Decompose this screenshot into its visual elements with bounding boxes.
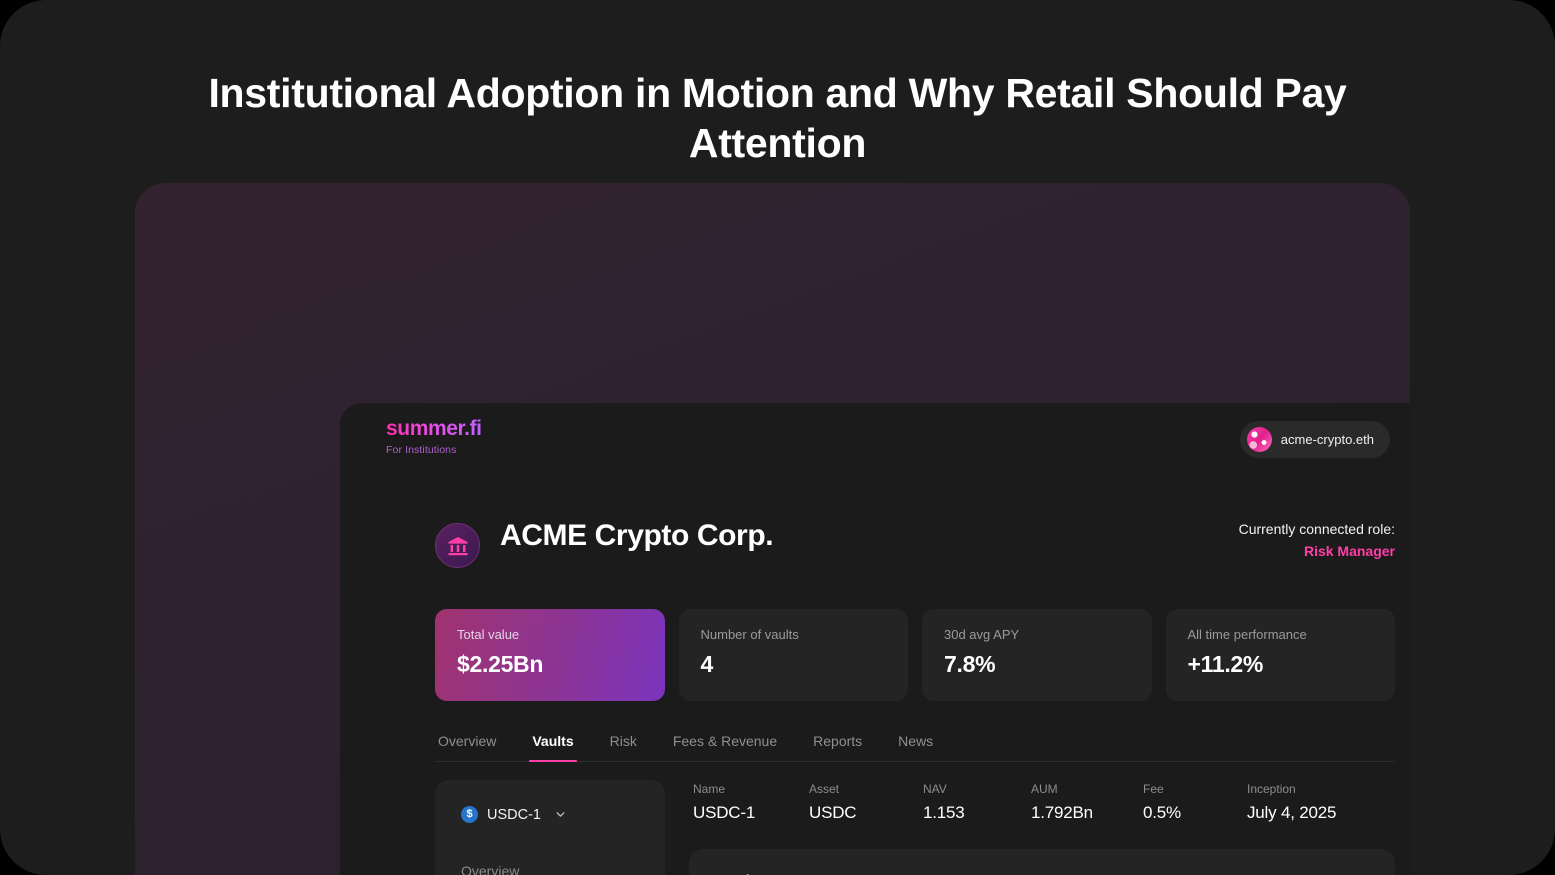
device-frame: summer.fi For Institutions acme-crypto.e… <box>135 183 1410 875</box>
tab-news[interactable]: News <box>898 733 934 749</box>
sidebar-item-overview[interactable]: Overview <box>461 863 520 875</box>
vault-meta-aum: AUM 1.792Bn <box>1031 782 1099 823</box>
usdc-coin-icon: $ <box>461 806 478 823</box>
vault-meta-inception: Inception July 4, 2025 <box>1247 782 1336 823</box>
org-name: ACME Crypto Corp. <box>500 519 774 552</box>
stat-value: $2.25Bn <box>457 651 544 677</box>
meta-value: 1.153 <box>923 803 965 822</box>
panel-title: Vault exposure <box>717 873 1367 875</box>
vault-exposure-panel: Vault exposure Asset allocation 7 d 30 D… <box>689 849 1395 875</box>
meta-label: Asset <box>809 782 840 796</box>
role-value: Risk Manager <box>1303 543 1395 559</box>
tab-reports[interactable]: Reports <box>813 733 863 749</box>
page-title: Institutional Adoption in Motion and Why… <box>208 70 1347 167</box>
vault-meta-name: Name USDC-1 <box>693 782 765 823</box>
connected-role: Currently connected role: Risk Manager <box>1239 521 1395 559</box>
stat-label: Total value <box>457 627 520 642</box>
tab-overview[interactable]: Overview <box>438 733 497 749</box>
brand-name: summer.fi <box>386 417 482 440</box>
stat-label: All time performance <box>1187 627 1307 642</box>
brand-tagline: For Institutions <box>386 444 457 456</box>
meta-value: 1.792Bn <box>1031 803 1093 822</box>
meta-label: Inception <box>1247 782 1296 796</box>
stat-card-number-of-vaults[interactable]: Number of vaults 4 <box>678 609 908 701</box>
main-tabs: Overview Vaults Risk Fees & Revenue Repo… <box>435 729 1395 762</box>
vault-meta-asset: Asset USDC <box>809 782 879 823</box>
vault-selector[interactable]: $ USDC-1 <box>435 806 665 823</box>
account-name: acme-crypto.eth <box>1280 432 1374 447</box>
tab-risk[interactable]: Risk <box>609 733 637 749</box>
stat-card-total-value[interactable]: Total value $2.25Bn <box>435 609 665 701</box>
app-window: summer.fi For Institutions acme-crypto.e… <box>340 403 1410 875</box>
stat-value: +11.2% <box>1187 651 1264 677</box>
stat-card-30d-avg-apy[interactable]: 30d avg APY 7.8% <box>922 609 1152 701</box>
bank-icon <box>435 523 480 568</box>
avatar <box>1246 427 1272 452</box>
brand-logo[interactable]: summer.fi For Institutions <box>386 417 482 456</box>
vault-main: Name USDC-1 Asset USDC NAV 1.153 AUM <box>689 780 1395 875</box>
role-label: Currently connected role: <box>1238 521 1395 537</box>
meta-value: USDC <box>809 803 857 822</box>
meta-value: 0.5% <box>1143 803 1181 822</box>
account-pill[interactable]: acme-crypto.eth <box>1239 421 1390 458</box>
vault-selector-label: USDC-1 <box>487 806 541 823</box>
stat-label: Number of vaults <box>700 627 799 642</box>
stat-label: 30d avg APY <box>944 627 1020 642</box>
vault-meta-row: Name USDC-1 Asset USDC NAV 1.153 AUM <box>689 780 1395 823</box>
meta-label: NAV <box>923 782 947 796</box>
vault-sidebar: $ USDC-1 Overview Vault exposure Asset r… <box>435 780 665 875</box>
meta-value: July 4, 2025 <box>1247 803 1337 822</box>
meta-value: USDC-1 <box>693 803 756 822</box>
tab-vaults[interactable]: Vaults <box>529 729 577 762</box>
stat-cards: Total value $2.25Bn Number of vaults 4 3… <box>435 609 1395 701</box>
meta-label: Fee <box>1143 782 1164 796</box>
chevron-down-icon <box>556 812 565 817</box>
stat-value: 4 <box>700 651 714 677</box>
app-topbar: summer.fi For Institutions acme-crypto.e… <box>340 403 1410 475</box>
content-columns: $ USDC-1 Overview Vault exposure Asset r… <box>435 780 1395 875</box>
meta-label: AUM <box>1031 782 1058 796</box>
org-header: ACME Crypto Corp. Currently connected ro… <box>340 519 1410 589</box>
meta-label: Name <box>693 782 726 796</box>
stat-card-all-time-performance[interactable]: All time performance +11.2% <box>1165 609 1395 701</box>
tab-fees-revenue[interactable]: Fees & Revenue <box>672 733 778 749</box>
vault-meta-nav: NAV 1.153 <box>923 782 987 823</box>
stat-value: 7.8% <box>944 651 996 677</box>
vault-meta-fee: Fee 0.5% <box>1143 782 1203 823</box>
